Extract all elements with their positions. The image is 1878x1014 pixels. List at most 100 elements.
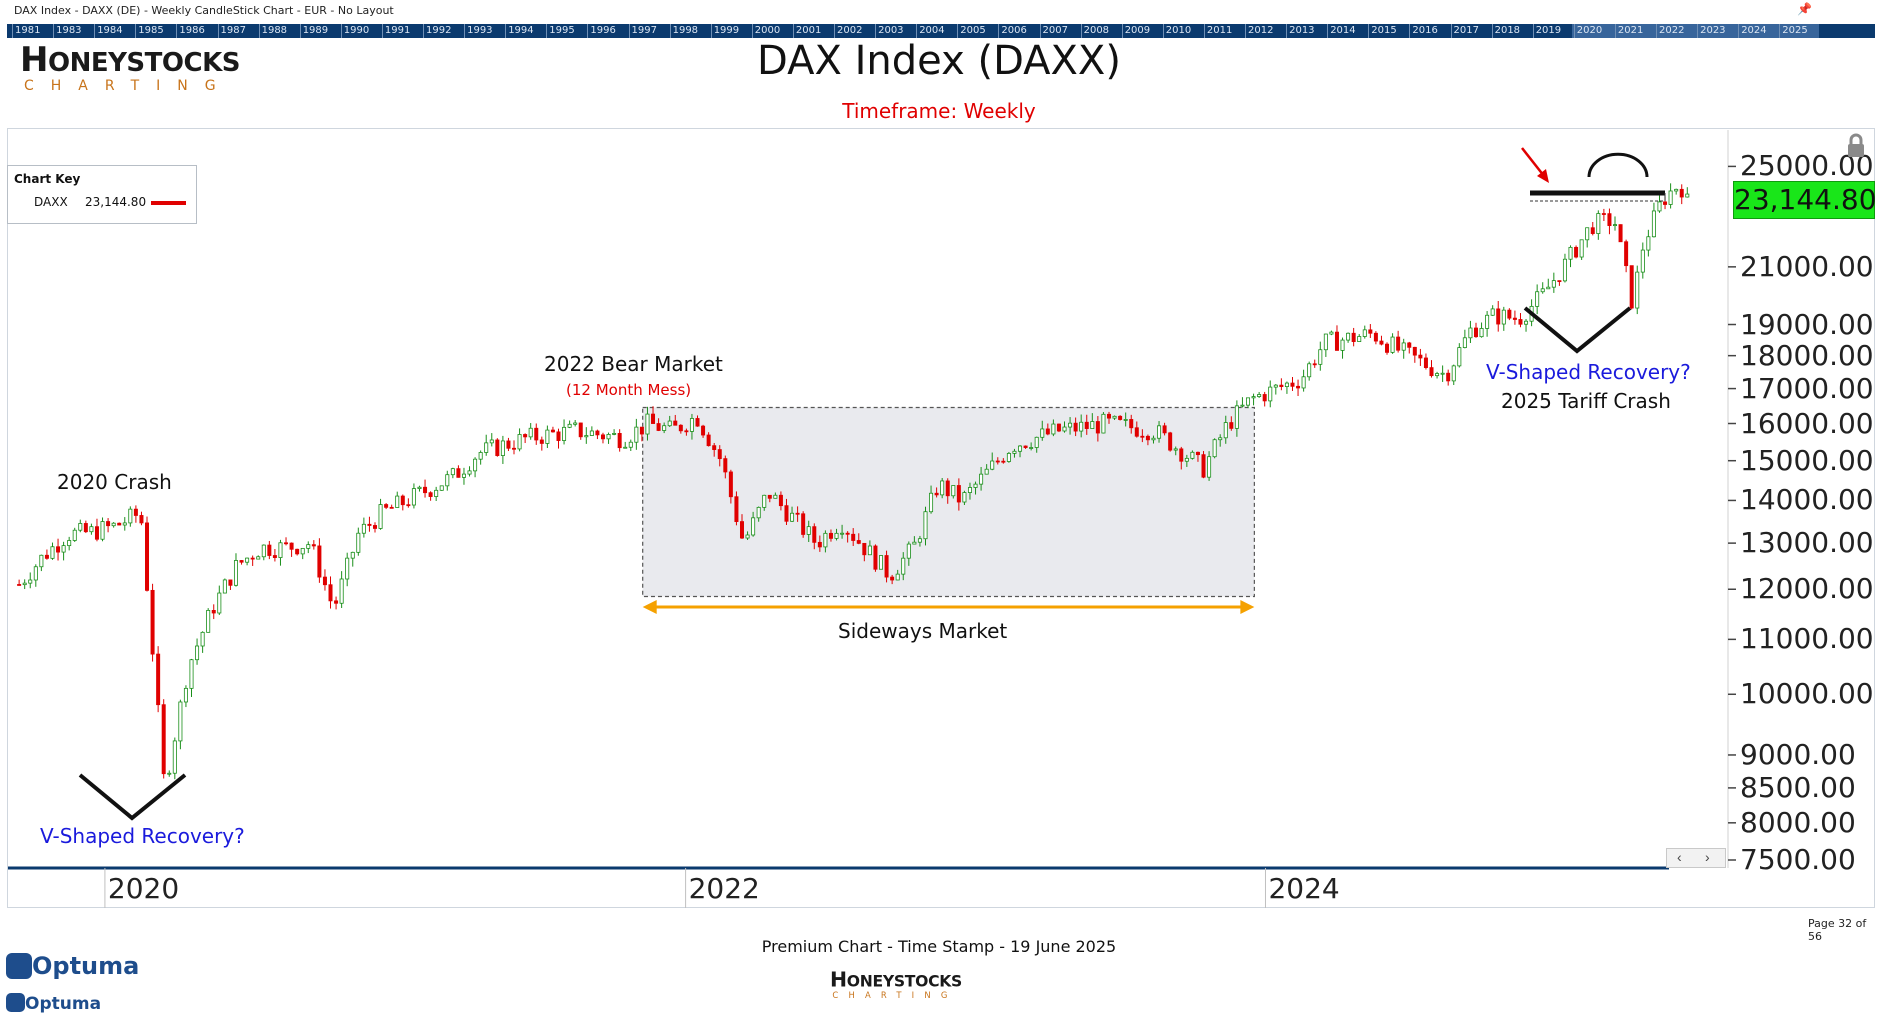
candle [1418,348,1423,366]
year-navigator-year[interactable]: 2005 [957,24,986,38]
year-navigator-year[interactable]: 2021 [1614,24,1643,38]
year-navigator-year[interactable]: 2010 [1162,24,1191,38]
candle [545,425,550,449]
year-navigator-year[interactable]: 2020 [1573,24,1602,38]
candle [211,604,216,620]
year-navigator-year[interactable]: 1993 [464,24,493,38]
candle [361,517,366,538]
year-navigator-year[interactable]: 1995 [546,24,575,38]
candle [945,478,950,504]
candle [1262,391,1267,407]
candle [295,548,300,556]
candle [156,646,161,713]
candle [100,517,105,542]
year-navigator-selection[interactable] [1571,24,1820,38]
year-navigator-year[interactable]: 1989 [299,24,328,38]
year-navigator-year[interactable]: 2012 [1245,24,1273,38]
year-navigator-year[interactable]: 2023 [1697,24,1726,38]
pin-icon[interactable]: 📌 [1797,2,1812,16]
candle [1373,331,1378,345]
year-navigator-year[interactable]: 1991 [381,24,410,38]
candle [1018,445,1023,458]
candle [1218,434,1223,447]
year-navigator-year[interactable]: 1988 [258,24,287,38]
year-navigator-year[interactable]: 2002 [834,24,862,38]
candle [940,478,945,499]
year-navigator-year[interactable]: 2001 [792,24,821,38]
candle [867,540,872,556]
candle [812,523,817,550]
year-navigator-year[interactable]: 1983 [53,24,82,38]
year-navigator-year[interactable]: 2009 [1121,24,1150,38]
year-navigator-year[interactable]: 2014 [1327,24,1356,38]
year-navigator-year[interactable]: 1987 [217,24,246,38]
candle [1674,188,1679,195]
year-navigator-year[interactable]: 1986 [176,24,205,38]
candle [256,555,261,560]
candle [339,571,344,608]
year-navigator-year[interactable]: 1994 [505,24,534,38]
year-navigator-year[interactable]: 2017 [1450,24,1479,38]
candle [445,470,450,491]
year-navigator-year[interactable]: 1984 [94,24,123,38]
year-navigator-year[interactable]: 1998 [669,24,698,38]
candle [467,466,472,477]
candle [689,413,694,440]
candle [183,685,188,708]
year-navigator-year[interactable]: 2003 [875,24,904,38]
y-tick-label: 9000.00 [1740,737,1856,771]
candle [300,547,305,560]
candle [595,429,600,440]
year-navigator-year[interactable]: 1999 [710,24,739,38]
candle [1168,431,1173,452]
candle [1279,378,1284,391]
last-price-label: 23,144.80 [1733,181,1877,219]
year-navigator-year[interactable]: 2000 [751,24,780,38]
candle [1234,400,1239,437]
year-navigator-year[interactable]: 2018 [1491,24,1520,38]
candle [762,494,767,511]
year-navigator-year[interactable]: 2019 [1532,24,1561,38]
y-tick-label: 12000.00 [1740,572,1874,606]
year-navigator-year[interactable]: 2011 [1203,24,1232,38]
year-navigator-year[interactable]: 2022 [1656,24,1684,38]
candle [662,422,667,434]
year-navigator-year[interactable]: 2015 [1368,24,1397,38]
v-shape-right [1523,306,1632,354]
year-navigator-year[interactable]: 1997 [628,24,657,38]
candle [1412,346,1417,363]
honeystocks-footer-logo: HONEYSTOCKS CHARTING [830,968,962,1001]
year-navigator-year[interactable]: 2004 [916,24,945,38]
year-navigator[interactable]: 1981 1983 1984 1985 1986 1987 1988 1989 1990 1991… [7,24,1875,38]
scroll-right-icon[interactable]: › [1705,849,1710,865]
year-navigator-year[interactable]: 1996 [587,24,616,38]
chart-subtitle: Timeframe: Weekly [842,99,1036,123]
year-navigator-year[interactable]: 2007 [1039,24,1068,38]
candle [33,564,38,587]
year-navigator-year[interactable]: 2025 [1779,24,1808,38]
year-navigator-year[interactable]: 1985 [135,24,164,38]
year-navigator-year[interactable]: 1981 [12,24,40,38]
candle [634,418,639,450]
window-titlebar: DAX Index - DAXX (DE) - Weekly CandleSti… [0,0,1878,20]
candle [1106,411,1111,424]
scroll-left-icon[interactable]: ‹ [1677,849,1682,865]
candle [1473,322,1478,338]
year-navigator-year[interactable]: 2006 [998,24,1027,38]
year-navigator-year[interactable]: 2024 [1738,24,1767,38]
year-navigator-year[interactable]: 1990 [340,24,369,38]
lock-icon[interactable] [1845,133,1867,159]
candle [778,491,783,511]
candle [200,631,205,653]
chart-scroll-buttons[interactable]: ‹ › [1666,848,1726,868]
candle [428,491,433,501]
candle [150,583,155,662]
rounding-top-arc [1587,152,1649,178]
year-navigator-year[interactable]: 2013 [1286,24,1315,38]
year-navigator-year[interactable]: 2008 [1080,24,1109,38]
y-tick-label: 8500.00 [1740,770,1856,804]
candle [272,549,277,562]
year-navigator-year[interactable]: 2016 [1409,24,1438,38]
year-navigator-year[interactable]: 1992 [423,24,451,38]
